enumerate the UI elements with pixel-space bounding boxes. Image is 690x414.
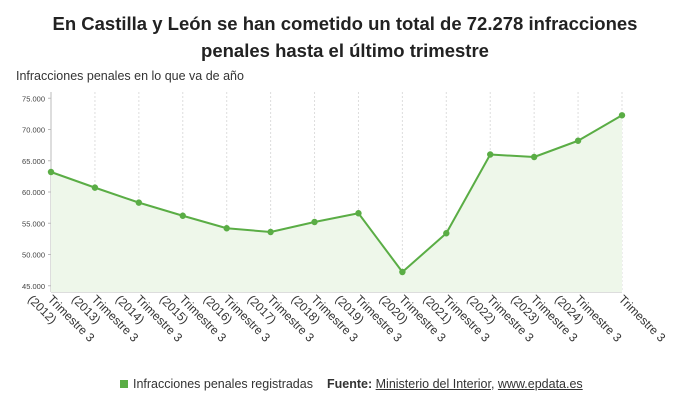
data-point	[91, 184, 99, 191]
source-prefix: Fuente:	[327, 377, 373, 391]
data-point	[530, 153, 538, 161]
y-tick-label: 55.000	[22, 219, 45, 228]
y-tick-label: 65.000	[22, 157, 45, 166]
source-separator: ,	[490, 377, 498, 391]
source-note: Fuente: Ministerio del Interior, www.epd…	[327, 377, 583, 391]
data-point	[135, 199, 143, 206]
legend-label: Infracciones penales registradas	[133, 377, 313, 391]
chart-title: En Castilla y León se han cometido un to…	[52, 13, 638, 61]
data-point	[311, 218, 318, 226]
chart-subtitle: Infracciones penales en lo que va de año	[16, 69, 244, 83]
data-point	[618, 112, 626, 119]
y-tick-label: 75.000	[22, 94, 45, 103]
x-tick-label: Trimestre 3	[616, 292, 669, 345]
data-point	[47, 168, 55, 176]
data-point	[443, 230, 450, 237]
y-tick-label: 45.000	[22, 282, 45, 291]
source-site-link[interactable]: www.epdata.es	[497, 377, 583, 391]
y-tick-label: 50.000	[22, 251, 45, 260]
data-point	[267, 228, 274, 236]
data-point	[487, 151, 494, 158]
data-point	[574, 137, 582, 144]
y-tick-label: 70.000	[22, 126, 45, 135]
data-point	[355, 210, 362, 217]
data-point	[399, 268, 406, 276]
data-point	[223, 225, 230, 232]
series-line	[50, 114, 623, 273]
source-org-link[interactable]: Ministerio del Interior	[375, 377, 491, 391]
legend: Infracciones penales registradas	[120, 377, 313, 391]
data-point	[179, 212, 186, 219]
y-tick-label: 60.000	[22, 188, 45, 197]
series-area	[51, 115, 622, 292]
legend-swatch-icon	[120, 380, 128, 388]
